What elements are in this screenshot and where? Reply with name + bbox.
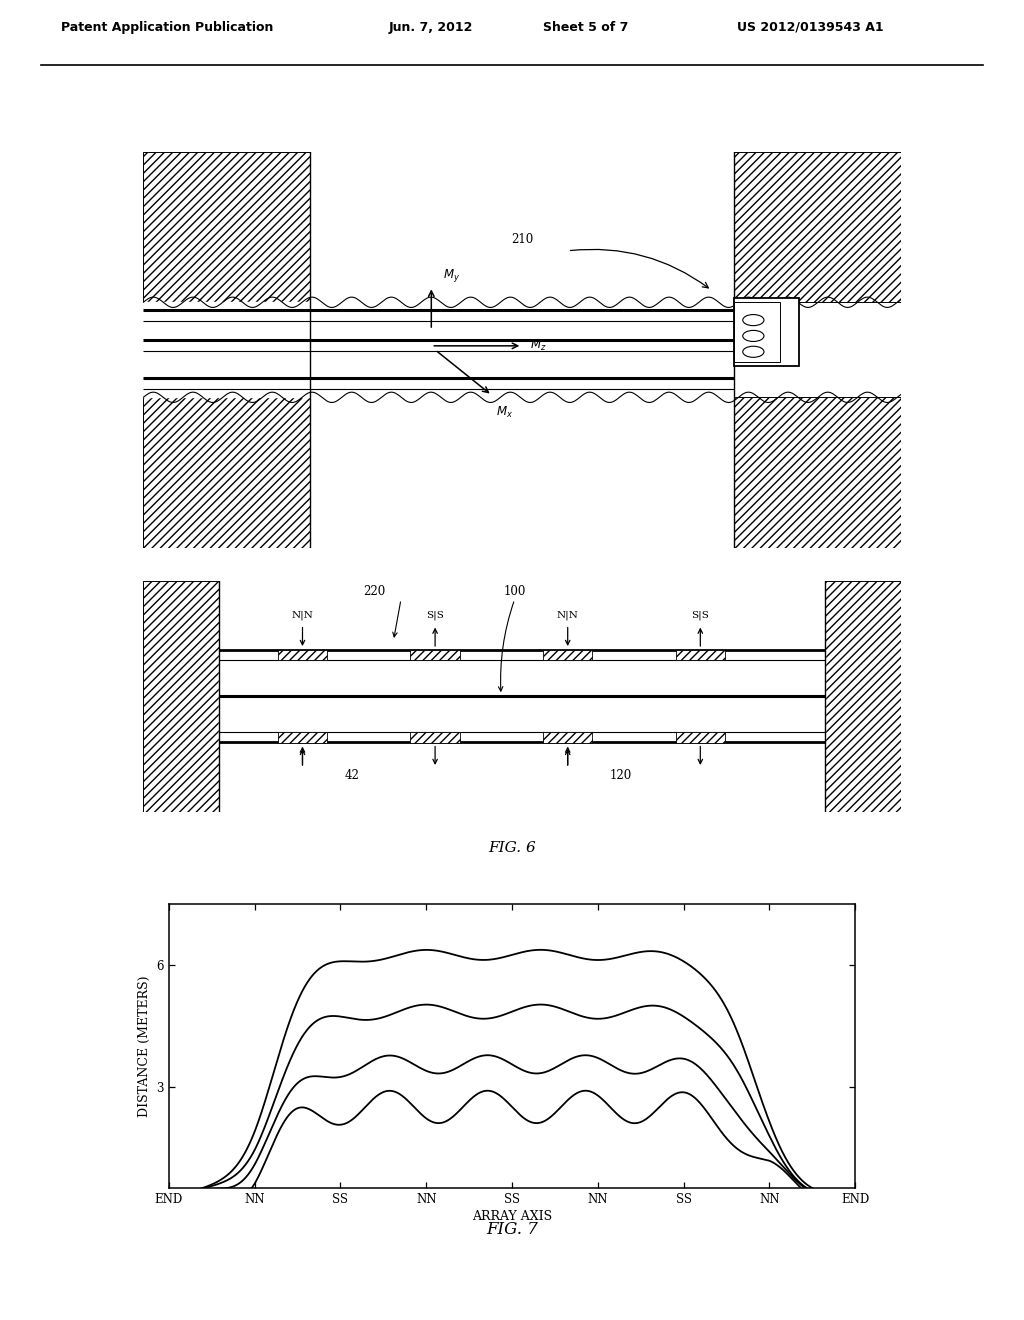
Text: 220: 220 [364,585,386,598]
Text: $M_z$: $M_z$ [529,338,547,354]
Text: Jun. 7, 2012: Jun. 7, 2012 [389,21,473,34]
Text: 42: 42 [344,770,359,783]
Text: N|N: N|N [292,611,313,620]
Bar [543,733,592,742]
Bar [734,302,780,362]
Bar [278,649,327,660]
Text: $M_x$: $M_x$ [496,405,513,420]
Polygon shape [143,397,310,548]
Text: Patent Application Publication: Patent Application Publication [61,21,273,34]
Bar [825,581,901,812]
Polygon shape [734,152,901,302]
Bar [543,649,592,660]
Bar [734,298,799,366]
Text: N|N: N|N [557,611,579,620]
Y-axis label: DISTANCE (METERS): DISTANCE (METERS) [138,975,152,1117]
Text: FIG. 7: FIG. 7 [486,1221,538,1238]
Text: FIG. 6: FIG. 6 [488,841,536,855]
Bar [278,733,327,742]
Text: 100: 100 [504,585,526,598]
Bar [411,649,460,660]
Text: $M_y$: $M_y$ [442,268,460,285]
Text: S|S: S|S [426,611,444,620]
Text: 210: 210 [511,232,534,246]
Polygon shape [734,397,901,548]
Bar [143,581,219,812]
Text: US 2012/0139543 A1: US 2012/0139543 A1 [737,21,884,34]
Text: 120: 120 [609,770,632,783]
Text: S|S: S|S [691,611,710,620]
Polygon shape [143,152,310,302]
Bar [676,733,725,742]
X-axis label: ARRAY AXIS: ARRAY AXIS [472,1210,552,1224]
Bar [676,649,725,660]
Bar [411,733,460,742]
Text: Sheet 5 of 7: Sheet 5 of 7 [543,21,628,34]
